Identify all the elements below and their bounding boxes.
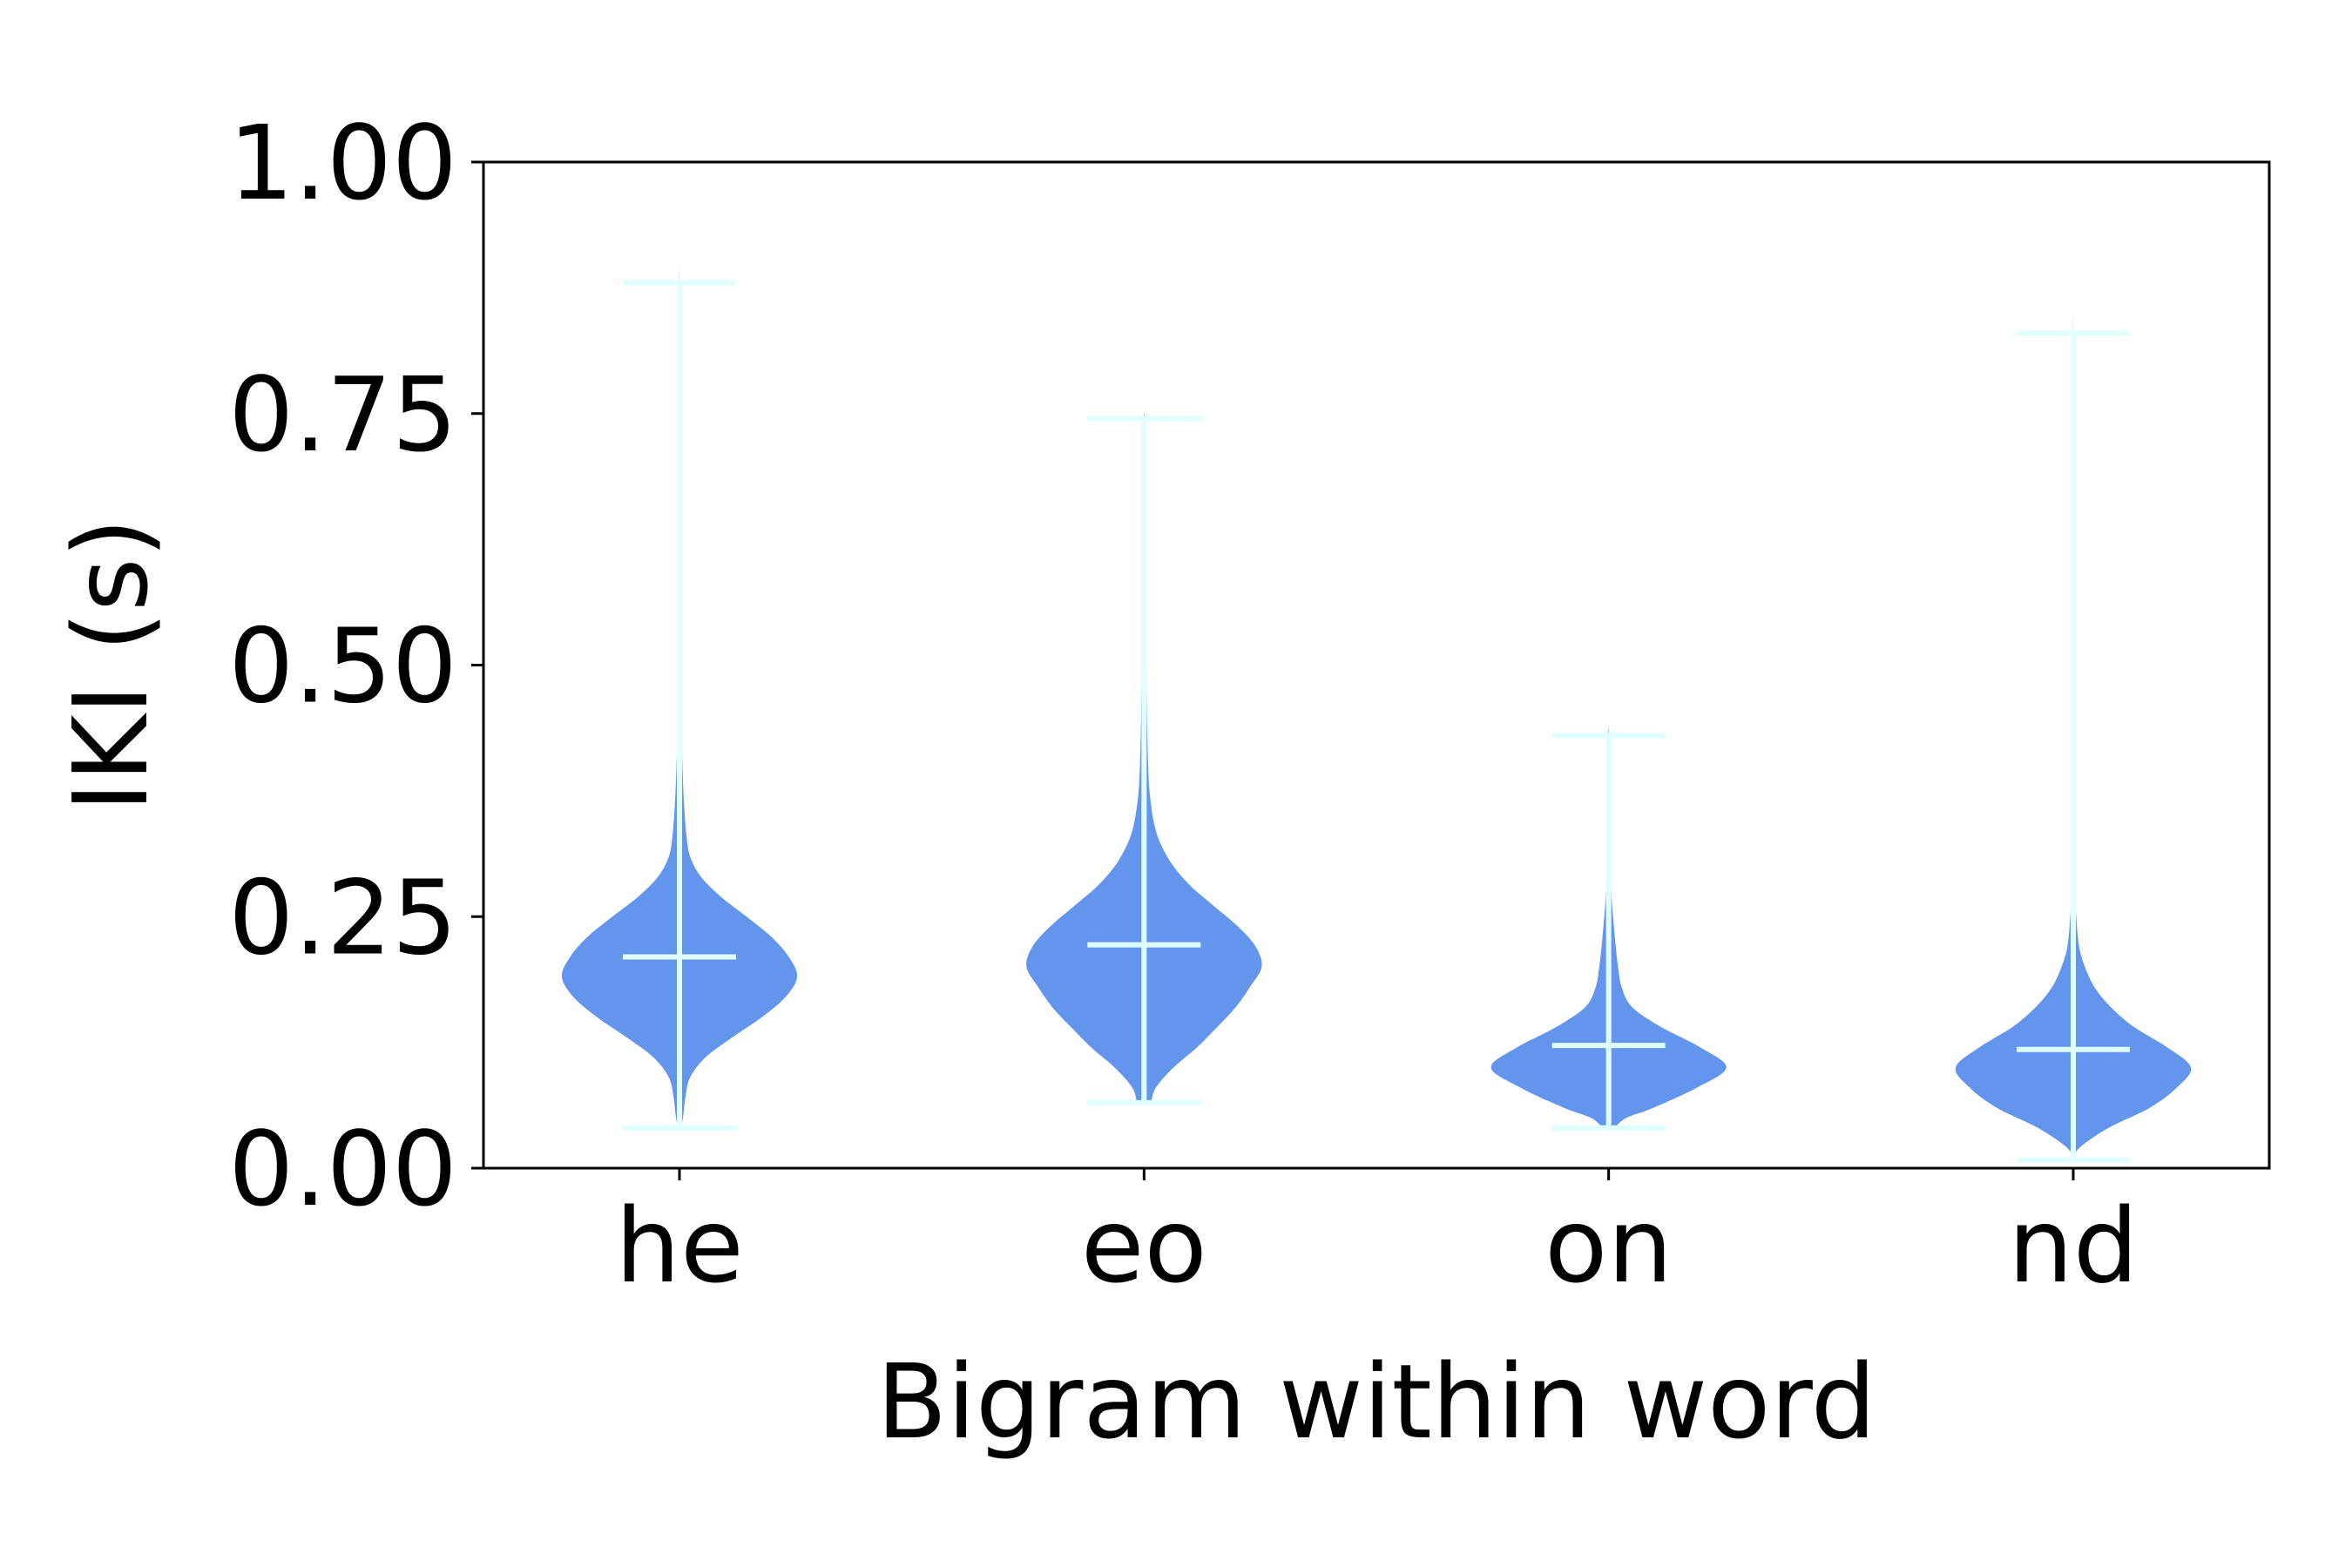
- x-tick-label: he: [615, 1186, 743, 1306]
- y-axis: 0.00 0.25 0.50 0.75 1.00: [228, 103, 483, 1229]
- y-tick-label: 0.25: [228, 857, 457, 977]
- y-tick-label: 1.00: [228, 103, 457, 223]
- y-tick-label: 0.00: [228, 1109, 457, 1229]
- y-axis-label: IKI (s): [51, 517, 171, 812]
- y-tick-label: 0.50: [228, 606, 457, 727]
- x-tick-label: on: [1544, 1186, 1673, 1306]
- x-tick-label: nd: [2008, 1186, 2139, 1306]
- x-axis: he eo on nd: [615, 1168, 2139, 1306]
- x-tick-label: eo: [1081, 1186, 1207, 1306]
- violins-layer: [561, 266, 2192, 1163]
- x-axis-label: Bigram within word: [876, 1342, 1876, 1462]
- y-tick-label: 0.75: [228, 355, 457, 475]
